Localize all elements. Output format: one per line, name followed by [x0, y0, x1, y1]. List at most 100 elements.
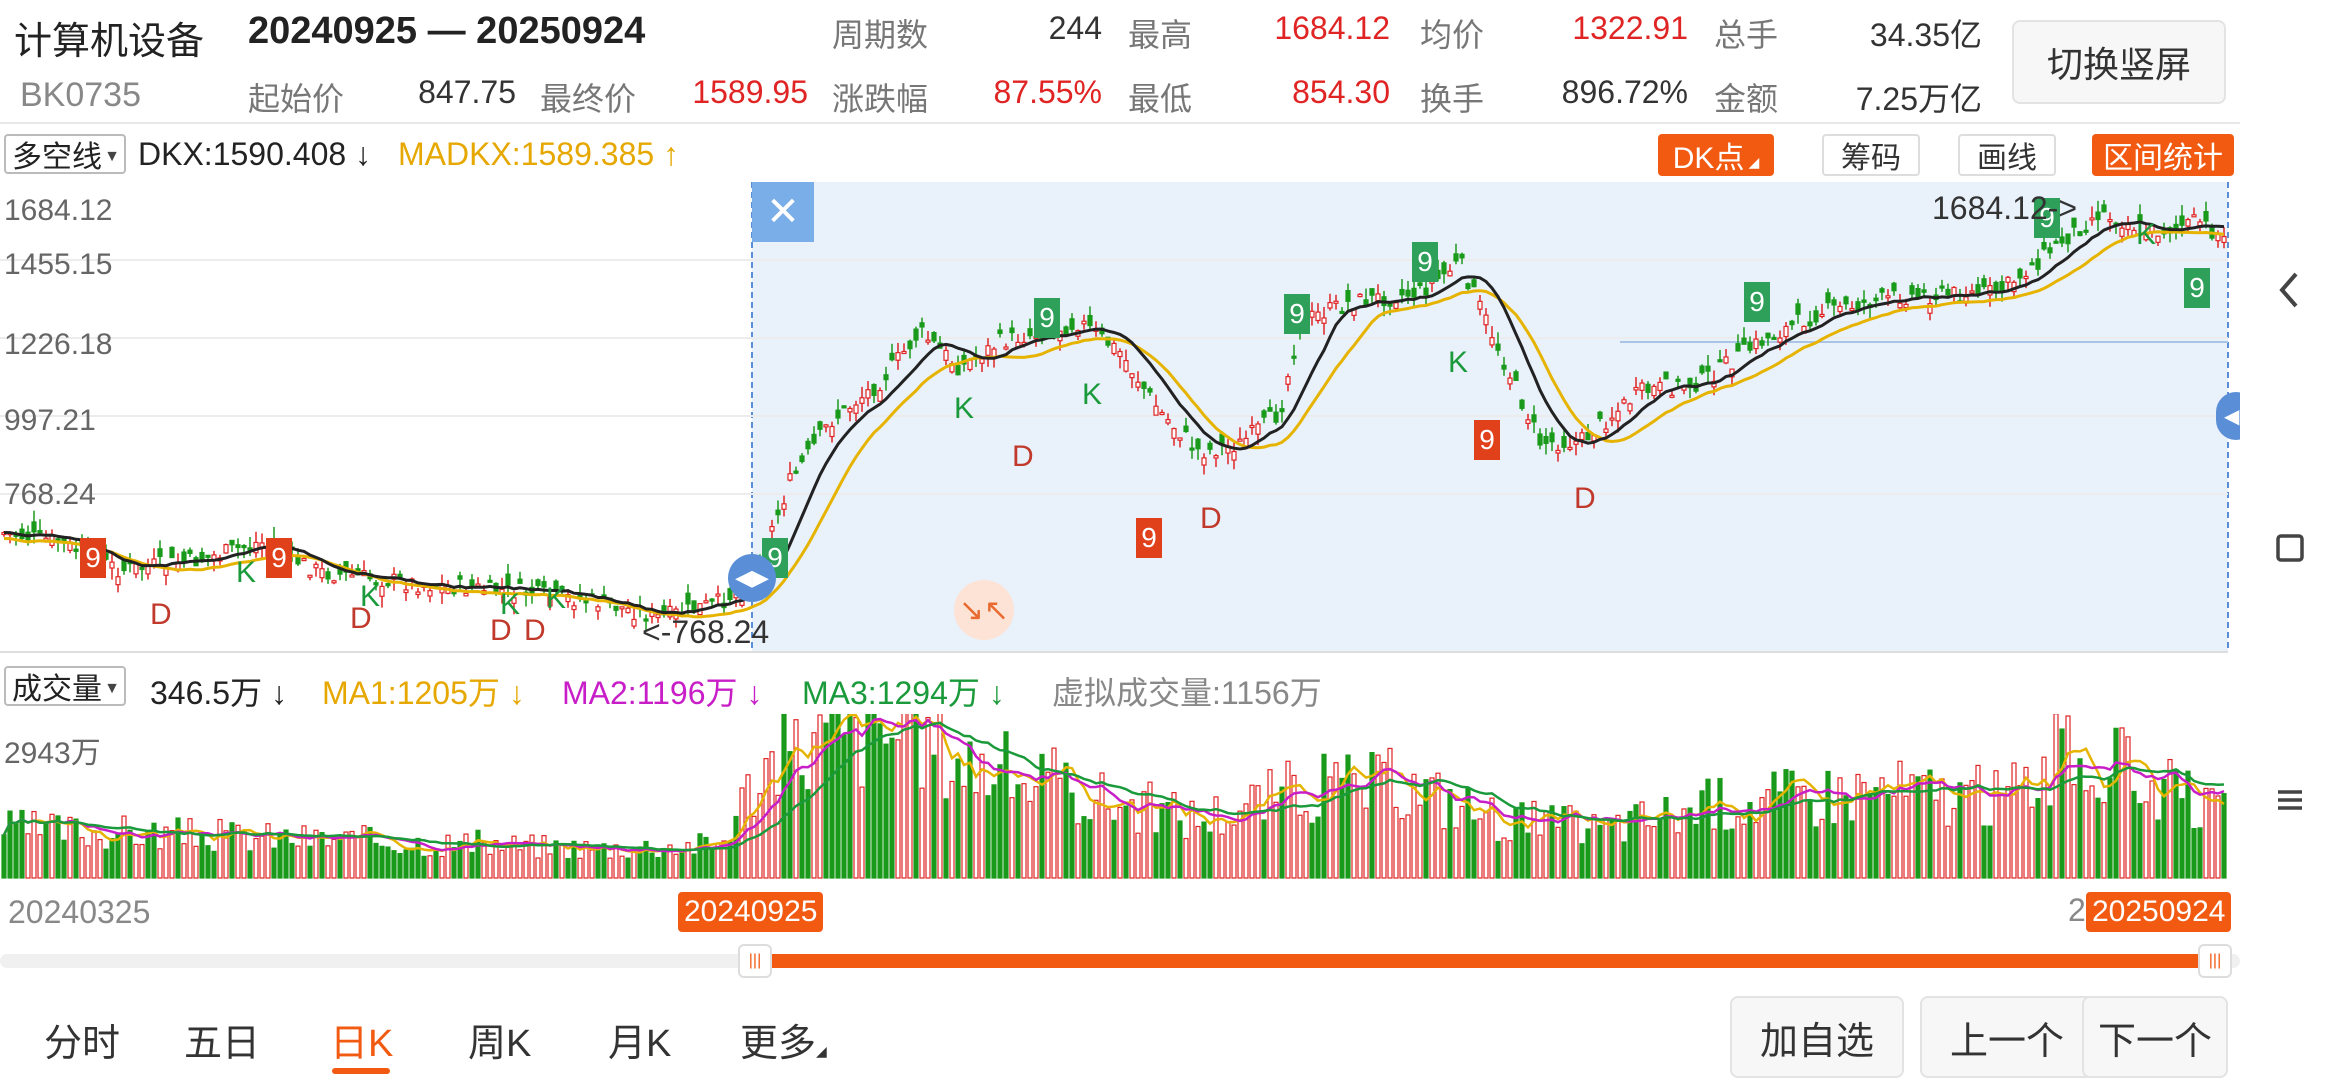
volume-bar — [955, 758, 961, 879]
tab-weekly-k[interactable]: 周K — [468, 1023, 532, 1065]
tab-monthly-k[interactable]: 月K — [608, 1023, 672, 1065]
candle-body — [205, 554, 211, 558]
candle-body — [1027, 328, 1033, 337]
candle-body — [427, 590, 433, 597]
volume-bar — [1219, 833, 1225, 879]
tab-intraday[interactable]: 分时 — [44, 1023, 121, 1065]
volume-bar — [985, 795, 991, 879]
candle-body — [1255, 423, 1261, 435]
volume-bar — [2107, 777, 2113, 879]
candle-body — [1135, 381, 1141, 388]
add-watchlist-button[interactable]: 加自选 — [1730, 996, 1904, 1078]
candle-body — [1489, 337, 1495, 346]
volume-bar — [265, 823, 271, 879]
candle-body — [1849, 307, 1855, 312]
home-square-icon[interactable] — [2240, 528, 2340, 568]
ma1-value: MA1:1205万 ↓ — [322, 675, 525, 711]
candle-body — [1411, 287, 1417, 298]
close-selection-button[interactable]: ✕ — [752, 182, 814, 242]
signal-d: D — [1200, 502, 1222, 535]
volume-bar — [511, 835, 517, 879]
chip-button[interactable]: 筹码 — [1822, 134, 1920, 176]
candle-body — [1705, 365, 1711, 372]
volume-bar — [799, 775, 805, 879]
candle-body — [1333, 300, 1339, 304]
candle-body — [1603, 428, 1609, 434]
volume-bar — [817, 714, 823, 879]
tab-five-day[interactable]: 五日 — [184, 1023, 261, 1065]
volume-bar — [187, 818, 193, 879]
candle-body — [115, 576, 121, 586]
switch-portrait-button[interactable]: 切换竖屏 — [2012, 20, 2226, 104]
volume-bar — [1987, 825, 1993, 879]
volume-bar — [1765, 789, 1771, 879]
volume-bar — [1693, 823, 1699, 879]
candle-body — [943, 349, 949, 361]
volume-bar — [19, 809, 25, 879]
volume-bar — [613, 844, 619, 879]
stat-item: 最终价 1589.95 — [540, 74, 808, 118]
volume-bar — [1225, 820, 1231, 879]
volume-bar — [2017, 785, 2023, 879]
volume-bar — [415, 837, 421, 879]
range-stats-button[interactable]: 区间统计 — [2092, 134, 2234, 176]
candle-body — [2119, 227, 2125, 237]
volume-bar — [169, 830, 175, 879]
stat-label: 均价 — [1420, 17, 1485, 53]
candle-body — [1771, 336, 1777, 341]
high-marker: 1684.12-> — [1932, 190, 2078, 226]
collapse-icon[interactable]: ↘↖ — [954, 580, 1014, 640]
dk-point-button[interactable]: DK点 ◢ — [1658, 134, 1774, 176]
volume-bar — [475, 829, 481, 879]
volume-bar — [529, 834, 535, 879]
volume-bar — [1081, 816, 1087, 879]
signal-k: K — [546, 582, 567, 615]
candle-body — [979, 358, 985, 364]
volume-bar — [1699, 790, 1705, 879]
volume-bar — [1945, 825, 1951, 879]
volume-ma-line — [2, 721, 2225, 852]
candle-body — [157, 548, 163, 558]
range-slider[interactable]: 20240325 20240925 2 20250924 ||| ||| — [0, 880, 2240, 990]
volume-bar — [439, 855, 445, 879]
active-tab-underline — [332, 1068, 390, 1074]
candle-body — [385, 583, 391, 587]
candle-body — [1795, 303, 1801, 315]
candle-body — [37, 530, 43, 534]
next-button[interactable]: 下一个 — [2082, 996, 2228, 1078]
candle-body — [901, 350, 907, 355]
previous-button[interactable]: 上一个 — [1920, 996, 2094, 1078]
volume-dropdown[interactable]: 成交量 ▼ — [4, 666, 126, 706]
range-left-handle[interactable]: ||| — [738, 944, 772, 978]
candle-body — [775, 509, 781, 516]
volume-bar — [1759, 797, 1765, 879]
signal-k: K — [360, 580, 381, 613]
back-icon[interactable] — [2240, 268, 2340, 312]
indicator-dropdown[interactable]: 多空线 ▼ — [4, 134, 126, 174]
stat-item: 金额 7.25万亿 — [1714, 74, 1982, 118]
volume-bar — [1255, 785, 1261, 879]
candle-body — [703, 600, 709, 604]
volume-bar — [781, 710, 787, 879]
nine-turn-badge: 9 — [1034, 298, 1060, 338]
volume-bar — [325, 845, 331, 879]
volume-bar — [451, 847, 457, 879]
selection-left-handle[interactable]: ◀▶ — [728, 554, 776, 602]
draw-line-button[interactable]: 画线 — [1958, 134, 2056, 176]
tab-daily-k[interactable]: 日K — [330, 1023, 394, 1065]
volume-bar — [1735, 816, 1741, 879]
sector-code: BK0735 — [20, 76, 141, 114]
menu-icon[interactable] — [2240, 780, 2340, 820]
range-right-handle[interactable]: ||| — [2198, 944, 2232, 978]
volume-chart[interactable]: 2943万 — [0, 678, 2240, 880]
volume-bar — [703, 836, 709, 879]
volume-bar — [1285, 760, 1291, 879]
candle-body — [883, 374, 889, 381]
volume-bar — [211, 850, 217, 879]
candle-body — [1105, 336, 1111, 346]
volume-bar — [1327, 776, 1333, 879]
tab-more[interactable]: 更多◢ — [740, 1012, 827, 1067]
candle-body — [1837, 305, 1843, 313]
candle-body — [631, 618, 637, 627]
